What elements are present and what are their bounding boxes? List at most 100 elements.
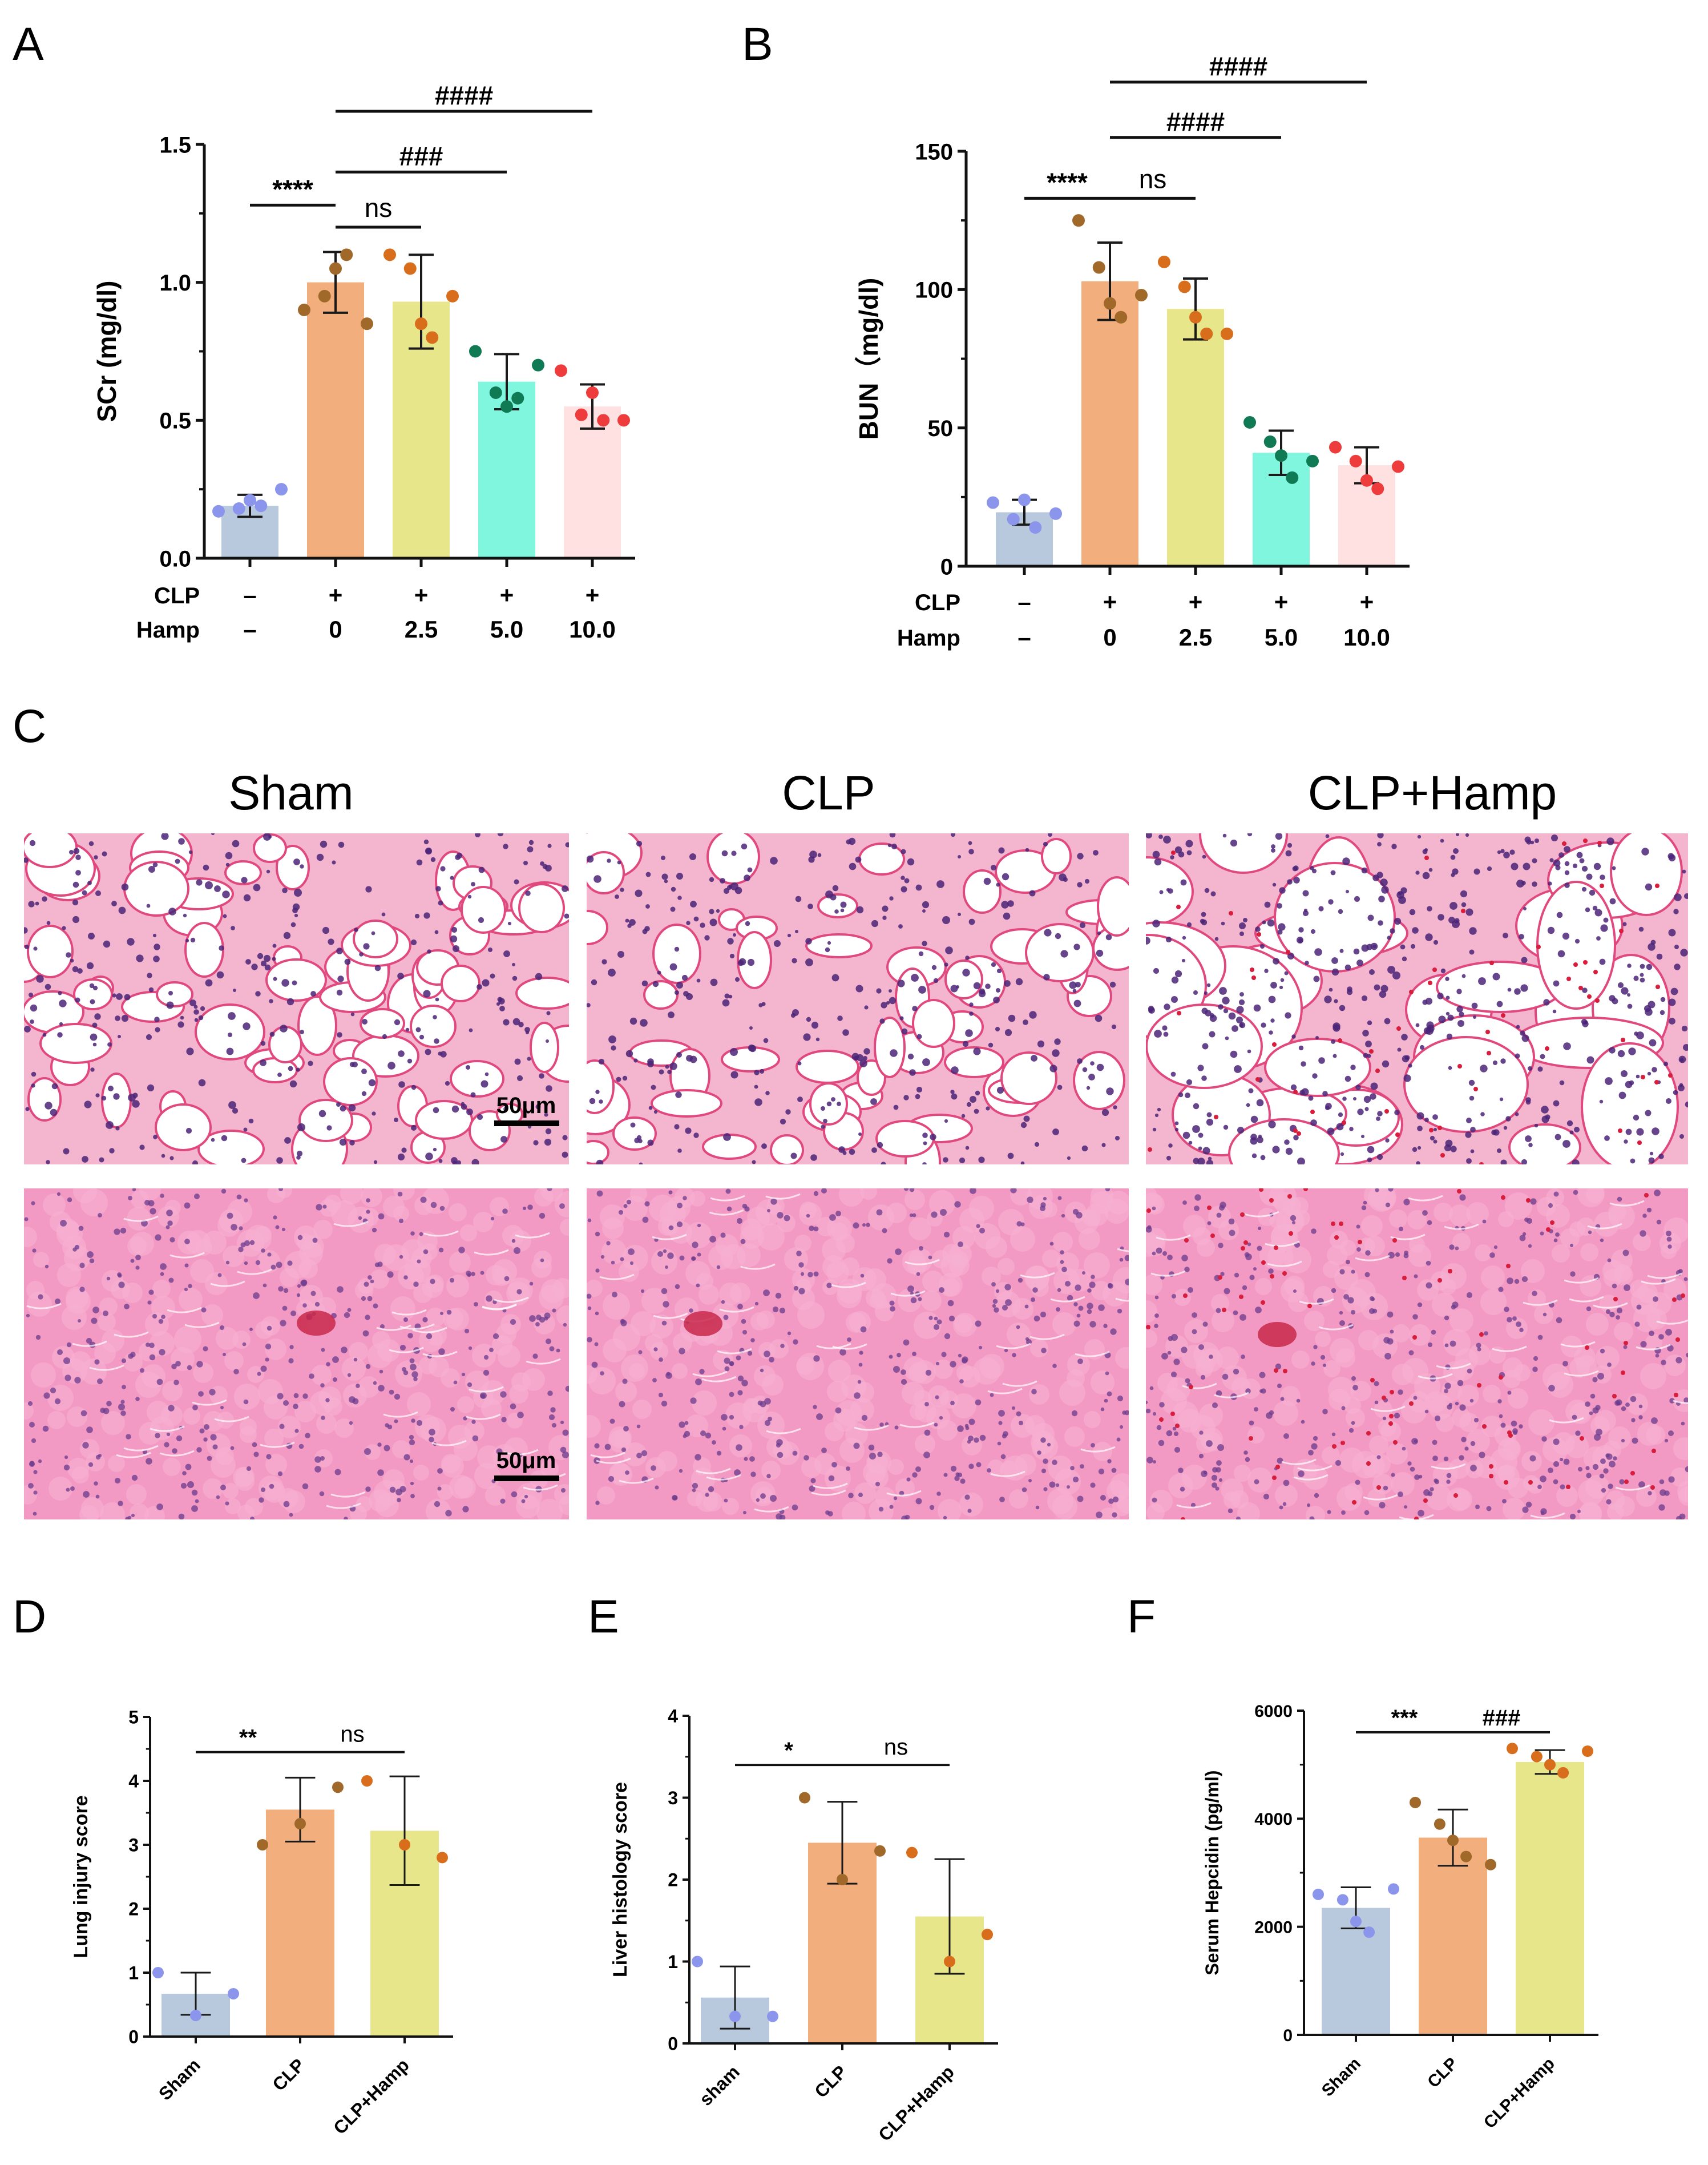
y-axis-label-b: BUN（mg/dl) (854, 278, 883, 440)
y-tick-label-f-3: 6000 (1254, 1702, 1293, 1721)
data-point-a-4-2 (586, 386, 599, 399)
micrograph-liver-clp-hamp (1146, 1188, 1688, 1519)
data-point-e-2-2 (982, 1929, 993, 1941)
bar-b-1 (1081, 281, 1138, 566)
significance-label-f-0: *** (1391, 1706, 1418, 1731)
bar-a-0 (221, 506, 278, 558)
condition-cell-a-1-3: 5.0 (490, 616, 523, 643)
x-tick-label-d-2: CLP+Hamp (329, 2054, 413, 2138)
data-point-f-2-4 (1582, 1745, 1593, 1757)
condition-cell-b-1-3: 5.0 (1265, 624, 1298, 651)
panel-letter-c: C (13, 700, 46, 752)
data-point-b-2-2 (1189, 311, 1202, 324)
bar-e-2 (915, 1916, 984, 2043)
data-point-d-0-2 (228, 1987, 239, 1999)
condition-cell-a-0-2: + (414, 582, 429, 608)
y-tick-label-b-0: 0 (940, 554, 953, 579)
condition-row-label-a-1: Hamp (136, 618, 200, 643)
data-point-f-0-4 (1388, 1883, 1399, 1895)
significance-label-a-2: ### (399, 141, 443, 171)
bar-a-1 (307, 282, 364, 558)
micrograph-liver-clp (587, 1188, 1129, 1519)
micrograph-lung-clp-hamp (1146, 833, 1688, 1164)
y-tick-label-f-1: 2000 (1254, 1918, 1293, 1937)
condition-cell-a-0-4: + (586, 582, 600, 608)
condition-cell-a-0-0: – (243, 582, 256, 608)
bar-a-2 (393, 301, 450, 558)
data-point-a-1-1 (318, 289, 331, 303)
y-tick-label-a-3: 1.5 (159, 132, 191, 158)
bar-a-4 (564, 406, 621, 558)
data-point-b-1-0 (1072, 214, 1085, 227)
condition-cell-b-0-2: + (1189, 588, 1203, 615)
bar-e-1 (808, 1843, 877, 2043)
significance-label-b-2: #### (1166, 107, 1225, 136)
condition-cell-a-1-0: – (243, 616, 256, 643)
y-tick-label-d-0: 0 (128, 2027, 139, 2047)
data-point-d-0-1 (190, 2010, 201, 2022)
data-point-b-3-3 (1286, 471, 1299, 484)
y-tick-label-d-2: 2 (128, 1899, 139, 1920)
data-point-b-1-2 (1104, 297, 1116, 310)
y-axis-label-f: Serum Hepcidin (pg/ml) (1202, 1770, 1222, 1975)
y-tick-label-e-3: 3 (668, 1788, 678, 1808)
data-point-f-1-3 (1460, 1850, 1472, 1862)
panel-letter-f: F (1127, 1591, 1156, 1643)
data-point-e-1-1 (837, 1874, 848, 1885)
x-tick-label-f-2: CLP+Hamp (1480, 2054, 1558, 2132)
data-point-b-0-2 (1018, 493, 1031, 506)
y-axis-label-e: Liver histology score (609, 1782, 631, 1977)
y-tick-label-f-2: 4000 (1254, 1810, 1293, 1829)
significance-label-e-0: * (784, 1738, 793, 1763)
data-point-a-2-2 (415, 317, 427, 330)
data-point-a-4-1 (575, 408, 588, 421)
data-point-b-4-2 (1360, 474, 1373, 487)
data-point-e-0-1 (729, 2010, 741, 2022)
data-point-f-1-2 (1447, 1835, 1459, 1847)
data-point-b-2-4 (1221, 327, 1233, 340)
micrograph-liver-sham (24, 1188, 569, 1519)
bar-f-0 (1322, 1908, 1390, 2035)
data-point-a-4-4 (617, 414, 630, 427)
y-tick-label-d-1: 1 (128, 1963, 139, 1983)
x-tick-label-e-1: CLP (810, 2061, 851, 2102)
data-point-d-2-2 (437, 1852, 448, 1864)
data-point-f-1-0 (1410, 1796, 1421, 1808)
y-tick-label-e-2: 2 (668, 1870, 678, 1890)
significance-label-a-1: ns (365, 193, 393, 223)
data-point-a-2-0 (383, 248, 396, 261)
significance-label-d-1: ns (340, 1722, 364, 1747)
data-point-a-3-2 (500, 400, 513, 413)
bar-b-2 (1167, 309, 1224, 566)
data-point-a-3-4 (532, 358, 544, 372)
bar-b-4 (1338, 465, 1395, 566)
data-point-b-2-1 (1178, 280, 1191, 293)
data-point-f-2-1 (1531, 1751, 1543, 1763)
bar-a-3 (478, 381, 535, 558)
data-point-f-0-2 (1350, 1916, 1362, 1928)
data-point-e-1-2 (874, 1845, 886, 1857)
data-point-b-4-3 (1371, 482, 1384, 495)
data-point-a-4-3 (597, 414, 610, 427)
condition-row-label-b-1: Hamp (897, 626, 960, 651)
data-point-b-1-3 (1115, 311, 1128, 324)
data-point-a-2-1 (403, 262, 417, 275)
data-point-a-3-0 (469, 345, 482, 358)
condition-cell-b-1-1: 0 (1103, 624, 1116, 651)
data-point-e-1-0 (799, 1792, 810, 1804)
data-point-a-3-3 (511, 392, 524, 405)
panel-letter-e: E (588, 1591, 619, 1643)
data-point-b-3-4 (1306, 454, 1319, 467)
data-point-a-2-3 (426, 331, 439, 344)
condition-cell-a-0-3: + (500, 582, 514, 608)
data-point-a-3-1 (489, 386, 502, 399)
y-tick-label-a-2: 1.0 (159, 271, 191, 296)
data-point-a-2-4 (446, 289, 459, 303)
panel-letter-b: B (742, 18, 773, 70)
x-tick-label-e-0: sham (695, 2061, 744, 2110)
significance-label-b-1: ns (1139, 164, 1167, 193)
data-point-a-4-0 (555, 364, 567, 377)
x-tick-label-d-0: Sham (155, 2054, 204, 2104)
x-tick-label-e-2: CLP+Hamp (874, 2061, 958, 2145)
y-tick-label-d-3: 3 (128, 1835, 139, 1856)
